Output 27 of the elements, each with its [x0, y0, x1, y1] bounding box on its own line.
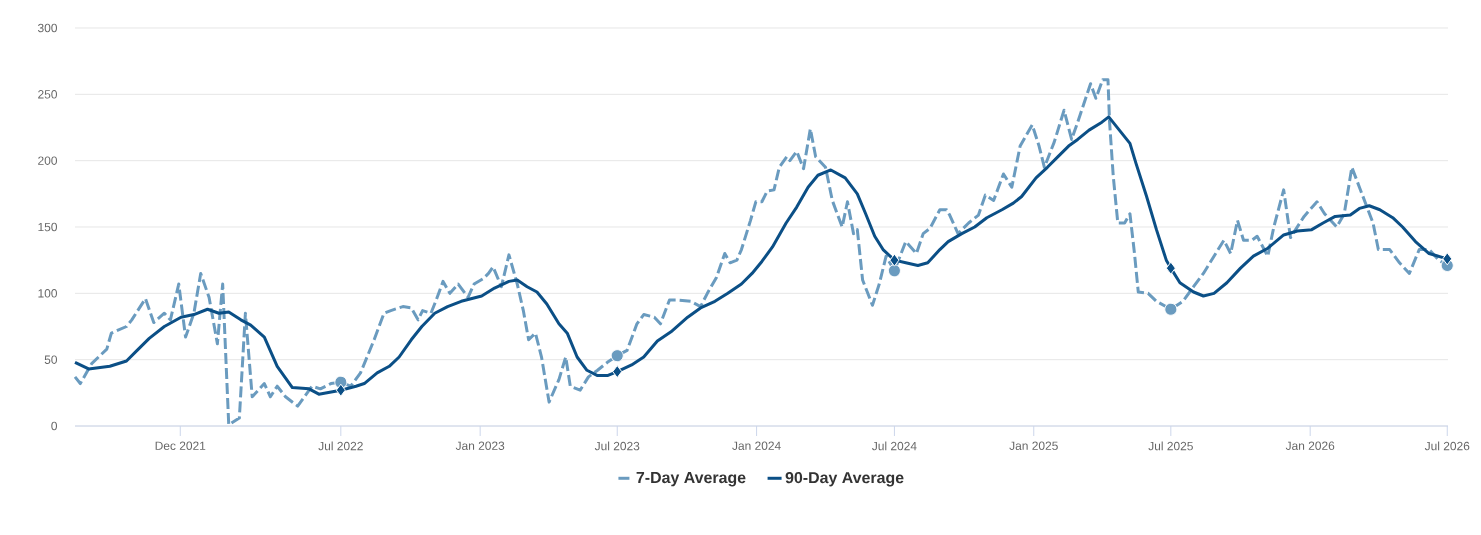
- point: [610, 349, 624, 363]
- x-tick-label: Jan 2026: [1285, 441, 1335, 450]
- y-tick-label: 200: [38, 156, 58, 165]
- y-tick-label: 250: [38, 90, 58, 99]
- point: [1164, 302, 1178, 316]
- x-tick-label: Jul 2022: [318, 441, 363, 451]
- point: [1165, 261, 1176, 275]
- y-tick-label: 0: [51, 421, 58, 431]
- x-tick-label: Jan 2024: [732, 441, 781, 450]
- x-tick-label: Jul 2024: [872, 441, 917, 451]
- x-tick-label: Jan 2025: [1009, 441, 1058, 450]
- y-tick-label: 150: [38, 222, 58, 232]
- y-tick-label: 300: [37, 23, 58, 33]
- x-tick-label: Jul 2023: [594, 441, 640, 451]
- x-tick-label: Dec 2021: [155, 441, 206, 450]
- point: [887, 264, 901, 278]
- y-tick-label: 50: [44, 355, 58, 364]
- point: [612, 365, 623, 379]
- legend-label: 90-Day Average: [785, 471, 904, 487]
- point: [1442, 252, 1453, 266]
- point: [335, 383, 346, 397]
- point: [889, 253, 900, 267]
- x-tick-label: Jul 2026: [1424, 441, 1470, 451]
- y-tick-label: 100: [38, 289, 58, 298]
- x-tick-label: Jan 2023: [455, 441, 505, 450]
- x-tick-label: Jul 2025: [1148, 441, 1193, 451]
- legend-label: 7-Day Average: [636, 472, 746, 487]
